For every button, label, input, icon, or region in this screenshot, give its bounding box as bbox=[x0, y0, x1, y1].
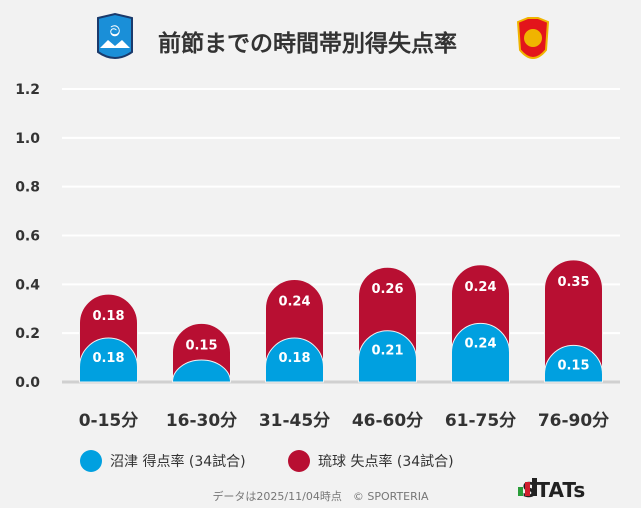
legend-label: 琉球 失点率 (34試合) bbox=[318, 454, 454, 470]
data-label-away: 0.18 bbox=[92, 309, 124, 324]
chart-title: 前節までの時間帯別得失点率 bbox=[158, 31, 457, 57]
legend-item-home: 沼津 得点率 (34試合) bbox=[80, 450, 246, 472]
data-label-home: 0.18 bbox=[278, 351, 310, 366]
data-label-home: 0.21 bbox=[371, 344, 403, 359]
bar-home bbox=[544, 344, 603, 383]
data-label-away: 0.35 bbox=[557, 275, 589, 290]
y-tick-label: 0.0 bbox=[15, 375, 40, 391]
data-label-away: 0.24 bbox=[278, 294, 310, 309]
y-tick-label: 0.6 bbox=[15, 229, 40, 245]
y-tick-label: 0.4 bbox=[15, 277, 40, 293]
data-label-away: 0.24 bbox=[464, 280, 496, 295]
y-tick-label: 1.0 bbox=[15, 131, 40, 147]
bar-home bbox=[79, 337, 138, 383]
stats-logo-icon bbox=[518, 478, 537, 496]
data-label-home: 0.18 bbox=[92, 351, 124, 366]
data-label-home: 0.15 bbox=[557, 358, 589, 373]
y-tick-label: 0.8 bbox=[15, 180, 40, 196]
bar-home bbox=[265, 337, 324, 383]
y-tick-label: 1.2 bbox=[15, 82, 40, 98]
x-tick-label: 46-60分 bbox=[352, 411, 423, 431]
bar-home bbox=[358, 330, 417, 383]
stats-brand: STATs bbox=[518, 478, 585, 502]
y-tick-label: 0.2 bbox=[15, 326, 40, 342]
svg-text:ට: ට bbox=[110, 24, 120, 40]
bar-chart: 0.0 0.2 0.4 0.6 0.8 1.0 1.2 0.18 0.18 0-15分 0.15 16… bbox=[15, 82, 620, 431]
home-team-logo: ට bbox=[97, 12, 550, 59]
x-tick-label: 0-15分 bbox=[79, 411, 139, 431]
data-label-away: 0.15 bbox=[185, 338, 217, 353]
footer-note: データは2025/11/04時点 © SPORTERIA bbox=[212, 490, 429, 503]
legend-swatch bbox=[80, 450, 102, 472]
legend-swatch bbox=[288, 450, 310, 472]
x-tick-label: 76-90分 bbox=[538, 411, 609, 431]
x-tick-label: 61-75分 bbox=[445, 411, 516, 431]
data-label-home: 0.24 bbox=[464, 336, 496, 351]
bar-home bbox=[171, 359, 232, 383]
bar-home bbox=[451, 322, 510, 383]
x-tick-label: 31-45分 bbox=[259, 411, 330, 431]
legend-item-away: 琉球 失点率 (34試合) bbox=[288, 450, 454, 472]
legend-label: 沼津 得点率 (34試合) bbox=[110, 454, 246, 470]
data-label-away: 0.26 bbox=[371, 282, 403, 297]
x-tick-label: 16-30分 bbox=[166, 411, 237, 431]
